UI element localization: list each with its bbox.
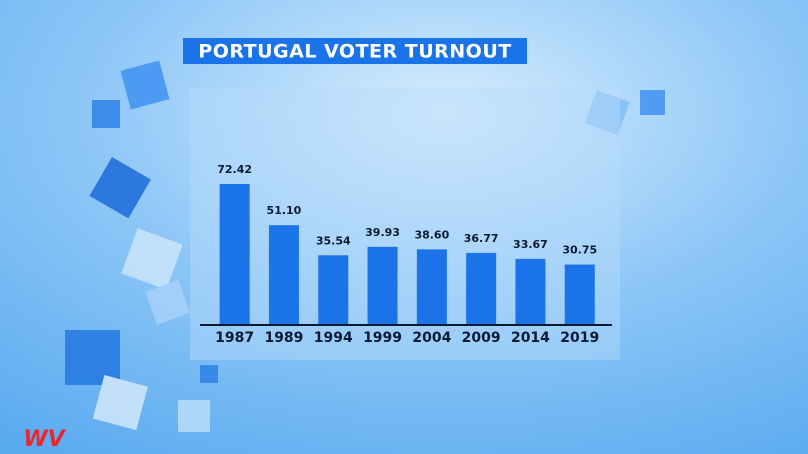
bar [367,246,398,324]
x-tick-label: 2004 [412,330,451,346]
logo: WV [23,427,66,452]
bar [466,252,497,324]
value-label: 36.77 [464,232,499,245]
x-tick-label: 1989 [264,330,303,346]
title-box [183,38,527,64]
x-tick-label: 1994 [314,330,353,346]
bar [515,258,546,324]
value-label: 30.75 [562,244,597,257]
panel [190,88,620,360]
x-tick-label: 1999 [363,330,402,346]
bar [268,225,299,324]
value-label: 51.10 [267,204,302,217]
value-label: 38.60 [414,228,449,241]
bar [219,184,250,324]
decor-cubes [65,60,665,432]
x-tick-label: 2019 [560,330,599,346]
value-label: 35.54 [316,234,351,247]
x-tick-label: 1987 [215,330,254,346]
x-tick-label: 2009 [462,330,501,346]
bar [318,255,349,324]
value-label: 33.67 [513,238,548,251]
value-label: 72.42 [217,163,252,176]
chart-title: PORTUGAL VOTER TURNOUT [198,41,511,63]
value-label: 39.93 [365,226,400,239]
bar [416,249,447,324]
x-tick-label: 2014 [511,330,550,346]
bar [564,264,595,324]
